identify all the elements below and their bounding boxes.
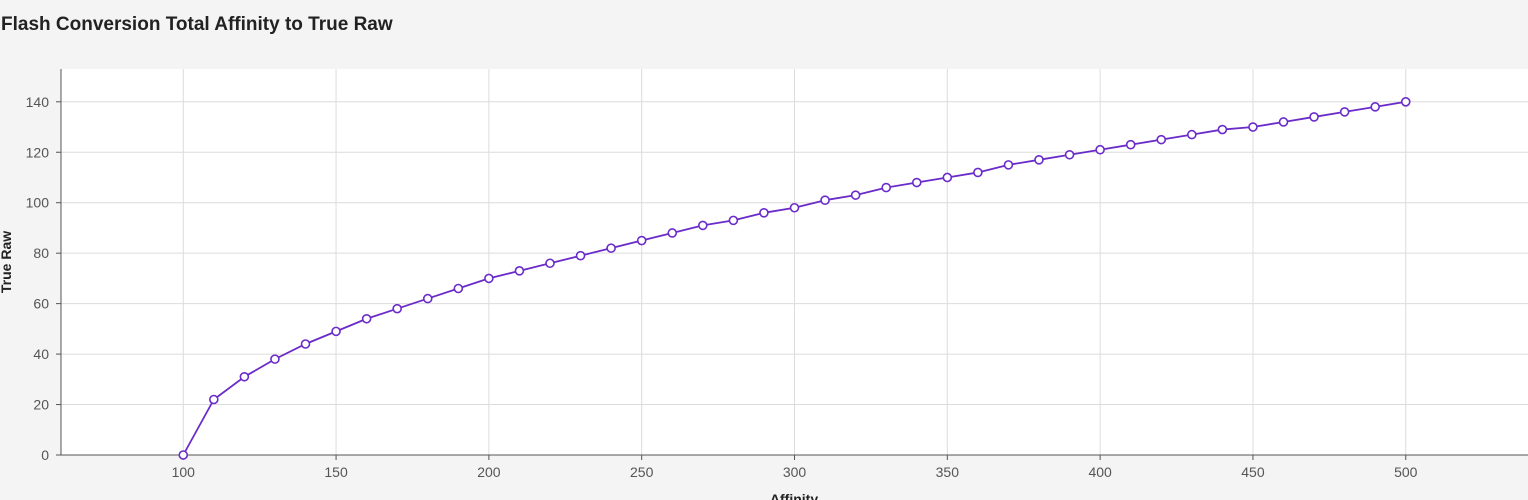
data-point[interactable]: [300, 339, 311, 349]
data-point[interactable]: [361, 313, 372, 324]
x-tick-label: 300: [783, 464, 807, 480]
data-point[interactable]: [850, 190, 861, 200]
y-tick-label: 40: [33, 346, 49, 362]
y-gridlines: [61, 101, 1528, 406]
x-axis-label: Affinity: [770, 491, 818, 500]
data-point[interactable]: [392, 303, 402, 314]
data-point[interactable]: [1217, 124, 1228, 135]
data-point[interactable]: [759, 208, 769, 218]
data-point[interactable]: [728, 215, 739, 226]
x-tick-label: 200: [477, 464, 501, 480]
data-point[interactable]: [1095, 144, 1105, 155]
data-point[interactable]: [484, 273, 494, 284]
data-point[interactable]: [1309, 112, 1319, 122]
data-point[interactable]: [881, 182, 891, 193]
data-point[interactable]: [1248, 122, 1258, 132]
data-point[interactable]: [1125, 139, 1136, 150]
x-tick-label: 100: [172, 464, 196, 480]
data-point[interactable]: [545, 258, 555, 269]
data-point[interactable]: [422, 293, 433, 304]
x-tick-label: 450: [1241, 464, 1265, 480]
data-point[interactable]: [270, 354, 280, 364]
data-point[interactable]: [1400, 96, 1411, 107]
data-point[interactable]: [942, 172, 953, 183]
data-point[interactable]: [1278, 117, 1289, 127]
x-tick-label: 250: [630, 464, 654, 480]
data-point[interactable]: [1370, 102, 1380, 112]
data-point[interactable]: [514, 266, 525, 276]
x-tick-labels: 100 150 200 250 300 350 400 450 500: [172, 455, 1418, 480]
data-point[interactable]: [606, 243, 616, 253]
y-tick-label: 80: [33, 245, 49, 261]
data-point[interactable]: [453, 283, 464, 294]
x-gridlines: [182, 69, 1407, 455]
y-tick-label: 100: [26, 195, 50, 211]
data-point[interactable]: [575, 250, 586, 261]
data-point[interactable]: [1339, 107, 1350, 117]
x-tick-label: 350: [936, 464, 960, 480]
data-point[interactable]: [1156, 134, 1167, 145]
y-tick-label: 20: [33, 397, 49, 413]
data-point[interactable]: [636, 235, 647, 246]
chart-title: Flash Conversion Total Affinity to True …: [1, 14, 393, 35]
series-layer: [178, 96, 1411, 460]
data-point[interactable]: [820, 195, 830, 205]
y-axis-label: True Raw: [0, 231, 14, 293]
y-tick-label: 0: [41, 447, 49, 463]
y-tick-label: 140: [26, 94, 50, 110]
data-point[interactable]: [1064, 149, 1075, 160]
x-tick-label: 500: [1394, 464, 1418, 480]
x-tick-label: 150: [324, 464, 348, 480]
y-tick-label: 120: [26, 144, 50, 160]
data-point[interactable]: [789, 202, 800, 213]
data-point[interactable]: [667, 228, 678, 238]
data-point[interactable]: [1003, 160, 1014, 170]
data-point[interactable]: [1187, 129, 1197, 140]
data-point[interactable]: [911, 177, 922, 188]
data-point[interactable]: [178, 450, 189, 460]
data-point[interactable]: [973, 167, 983, 178]
x-tick-label: 400: [1088, 464, 1112, 480]
data-point[interactable]: [239, 371, 250, 382]
y-tick-labels: 0 20 40 60 80 100 120 140: [26, 94, 61, 463]
y-tick-label: 60: [33, 296, 49, 312]
data-point[interactable]: [698, 220, 708, 231]
data-point[interactable]: [1034, 155, 1044, 165]
data-point[interactable]: [331, 326, 341, 337]
data-point[interactable]: [209, 394, 219, 405]
